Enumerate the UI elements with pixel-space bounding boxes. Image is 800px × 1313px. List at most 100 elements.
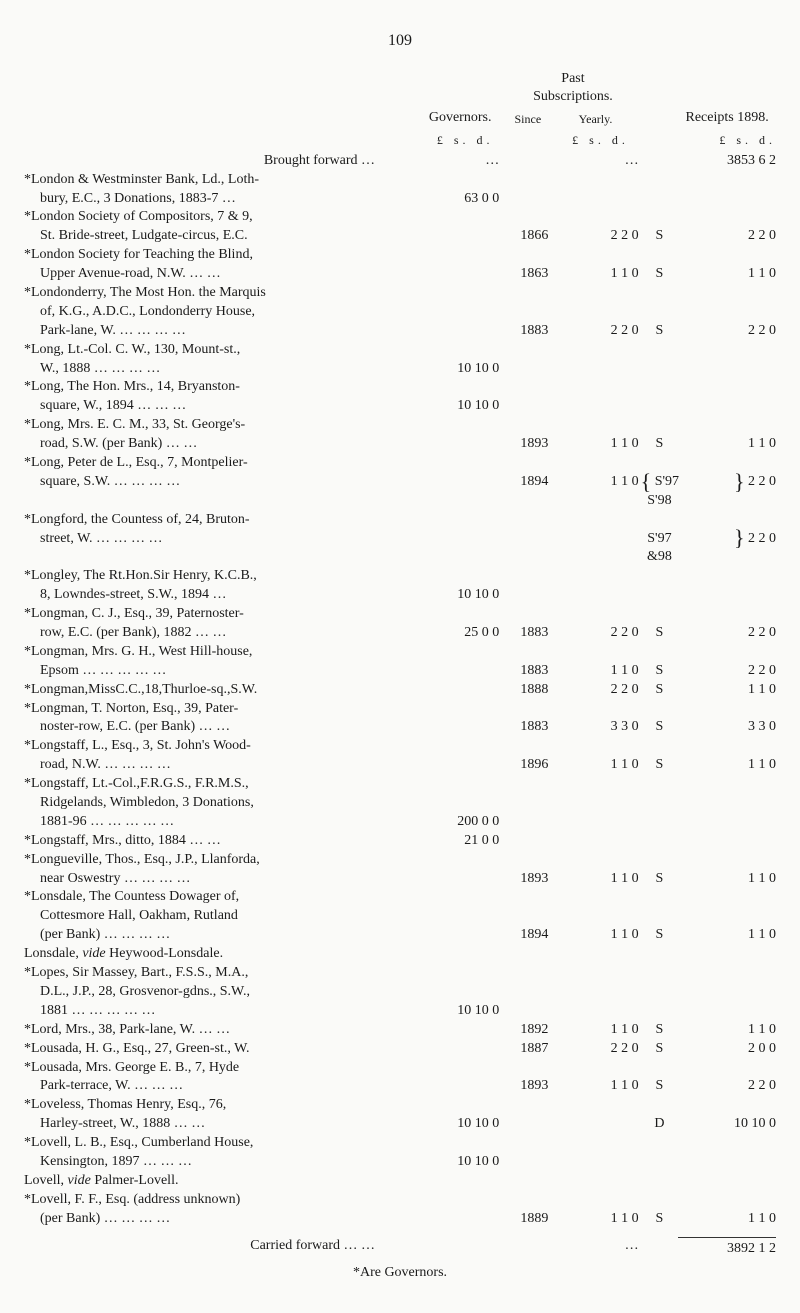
since-year bbox=[505, 416, 550, 435]
entry-description: *Longford, the Countess of, 24, Bruton- bbox=[24, 511, 415, 530]
yearly-amount bbox=[550, 888, 640, 907]
table-row: row, E.C. (per Bank), 1882 … …25 0 01883… bbox=[24, 624, 776, 643]
receipts-amount bbox=[678, 284, 776, 303]
annotation bbox=[641, 190, 679, 209]
since-year bbox=[505, 1115, 550, 1134]
table-row: Kensington, 1897 … … …10 10 0 bbox=[24, 1153, 776, 1172]
yearly-amount bbox=[550, 1059, 640, 1078]
since-year bbox=[505, 643, 550, 662]
receipts-amount bbox=[678, 1059, 776, 1078]
since-year: 1894 bbox=[505, 473, 550, 511]
since-year bbox=[505, 303, 550, 322]
receipts-amount: 1 1 0 bbox=[678, 265, 776, 284]
table-row: noster-row, E.C. (per Bank) … …18833 3 0… bbox=[24, 718, 776, 737]
yearly-amount bbox=[550, 1153, 640, 1172]
yearly-amount bbox=[550, 775, 640, 794]
yearly-amount: 3 3 0 bbox=[550, 718, 640, 737]
yearly-amount: 2 2 0 bbox=[550, 1040, 640, 1059]
governors-amount bbox=[415, 1040, 505, 1059]
entry-description: noster-row, E.C. (per Bank) … … bbox=[24, 718, 415, 737]
table-row: *Longford, the Countess of, 24, Bruton- bbox=[24, 511, 776, 530]
annotation bbox=[641, 1153, 679, 1172]
footer-note: *Are Governors. bbox=[24, 1264, 776, 1283]
yearly-amount bbox=[550, 284, 640, 303]
table-row: Upper Avenue-road, N.W. … …18631 1 0S1 1… bbox=[24, 265, 776, 284]
since-year bbox=[505, 907, 550, 926]
table-row: street, W. … … … …S'97&98} 2 2 0 bbox=[24, 530, 776, 568]
entry-description: *Lousada, H. G., Esq., 27, Green-st., W. bbox=[24, 1040, 415, 1059]
annotation bbox=[641, 360, 679, 379]
table-row: *Lonsdale, The Countess Dowager of, bbox=[24, 888, 776, 907]
receipts-amount: 1 1 0 bbox=[678, 926, 776, 945]
since-year bbox=[505, 190, 550, 209]
governors-amount bbox=[415, 662, 505, 681]
table-row: *London Society of Compositors, 7 & 9, bbox=[24, 208, 776, 227]
yearly-amount bbox=[550, 794, 640, 813]
annotation bbox=[641, 171, 679, 190]
table-row: 1881-96 … … … … …200 0 0 bbox=[24, 813, 776, 832]
annotation: { S'97S'98 bbox=[641, 473, 679, 511]
entry-description: square, S.W. … … … … bbox=[24, 473, 415, 511]
annotation bbox=[641, 851, 679, 870]
entry-description: *London Society for Teaching the Blind, bbox=[24, 246, 415, 265]
since-year bbox=[505, 605, 550, 624]
since-year bbox=[505, 1059, 550, 1078]
since-year bbox=[505, 341, 550, 360]
governors-amount bbox=[415, 1021, 505, 1040]
receipts-amount bbox=[678, 851, 776, 870]
entry-description: Ridgelands, Wimbledon, 3 Donations, bbox=[24, 794, 415, 813]
yearly-amount bbox=[550, 1096, 640, 1115]
yearly-amount bbox=[550, 964, 640, 983]
table-row: *London & Westminster Bank, Ld., Loth- bbox=[24, 171, 776, 190]
yearly-amount bbox=[550, 586, 640, 605]
entry-description: bury, E.C., 3 Donations, 1883-7 … bbox=[24, 190, 415, 209]
brought-forward-row: Brought forward … … … 3853 6 2 bbox=[24, 152, 776, 171]
table-row: *Longstaff, L., Esq., 3, St. John's Wood… bbox=[24, 737, 776, 756]
since-year: 1896 bbox=[505, 756, 550, 775]
yearly-amount: 1 1 0 bbox=[550, 265, 640, 284]
governors-amount bbox=[415, 1172, 505, 1191]
receipts-amount bbox=[678, 360, 776, 379]
receipts-amount: 1 1 0 bbox=[678, 870, 776, 889]
annotation: S bbox=[641, 227, 679, 246]
governors-amount: 25 0 0 bbox=[415, 624, 505, 643]
since-year bbox=[505, 851, 550, 870]
table-row: Lonsdale, vide Heywood-Lonsdale. bbox=[24, 945, 776, 964]
yearly-amount bbox=[550, 945, 640, 964]
receipts-amount: 10 10 0 bbox=[678, 1115, 776, 1134]
since-year: 1893 bbox=[505, 1077, 550, 1096]
annotation bbox=[641, 907, 679, 926]
entry-description: D.L., J.P., 28, Grosvenor-gdns., S.W., bbox=[24, 983, 415, 1002]
entry-description: row, E.C. (per Bank), 1882 … … bbox=[24, 624, 415, 643]
yearly-amount bbox=[550, 983, 640, 1002]
entry-description: *Lovell, L. B., Esq., Cumberland House, bbox=[24, 1134, 415, 1153]
annotation bbox=[641, 700, 679, 719]
yearly-amount: 1 1 0 bbox=[550, 756, 640, 775]
receipts-amount: 2 0 0 bbox=[678, 1040, 776, 1059]
yearly-amount bbox=[550, 1191, 640, 1210]
entry-description: *Lopes, Sir Massey, Bart., F.S.S., M.A., bbox=[24, 964, 415, 983]
receipts-amount bbox=[678, 964, 776, 983]
entry-description: *Long, Mrs. E. C. M., 33, St. George's- bbox=[24, 416, 415, 435]
receipts-amount bbox=[678, 586, 776, 605]
yearly-amount: 1 1 0 bbox=[550, 435, 640, 454]
entry-description: St. Bride-street, Ludgate-circus, E.C. bbox=[24, 227, 415, 246]
since-year bbox=[505, 567, 550, 586]
entry-description: Harley-street, W., 1888 … … bbox=[24, 1115, 415, 1134]
since-year bbox=[505, 888, 550, 907]
governors-amount bbox=[415, 926, 505, 945]
entry-description: *Longueville, Thos., Esq., J.P., Llanfor… bbox=[24, 851, 415, 870]
governors-amount bbox=[415, 246, 505, 265]
annotation bbox=[641, 1172, 679, 1191]
governors-amount: 10 10 0 bbox=[415, 1115, 505, 1134]
receipts-amount: } 2 2 0 bbox=[678, 530, 776, 568]
table-row: *Longman, C. J., Esq., 39, Paternoster- bbox=[24, 605, 776, 624]
receipts-amount: 2 2 0 bbox=[678, 624, 776, 643]
since-year bbox=[505, 397, 550, 416]
table-row: *Loveless, Thomas Henry, Esq., 76, bbox=[24, 1096, 776, 1115]
annotation bbox=[641, 1134, 679, 1153]
since-year bbox=[505, 737, 550, 756]
yearly-amount bbox=[550, 246, 640, 265]
table-row: square, W., 1894 … … …10 10 0 bbox=[24, 397, 776, 416]
receipts-amount bbox=[678, 794, 776, 813]
